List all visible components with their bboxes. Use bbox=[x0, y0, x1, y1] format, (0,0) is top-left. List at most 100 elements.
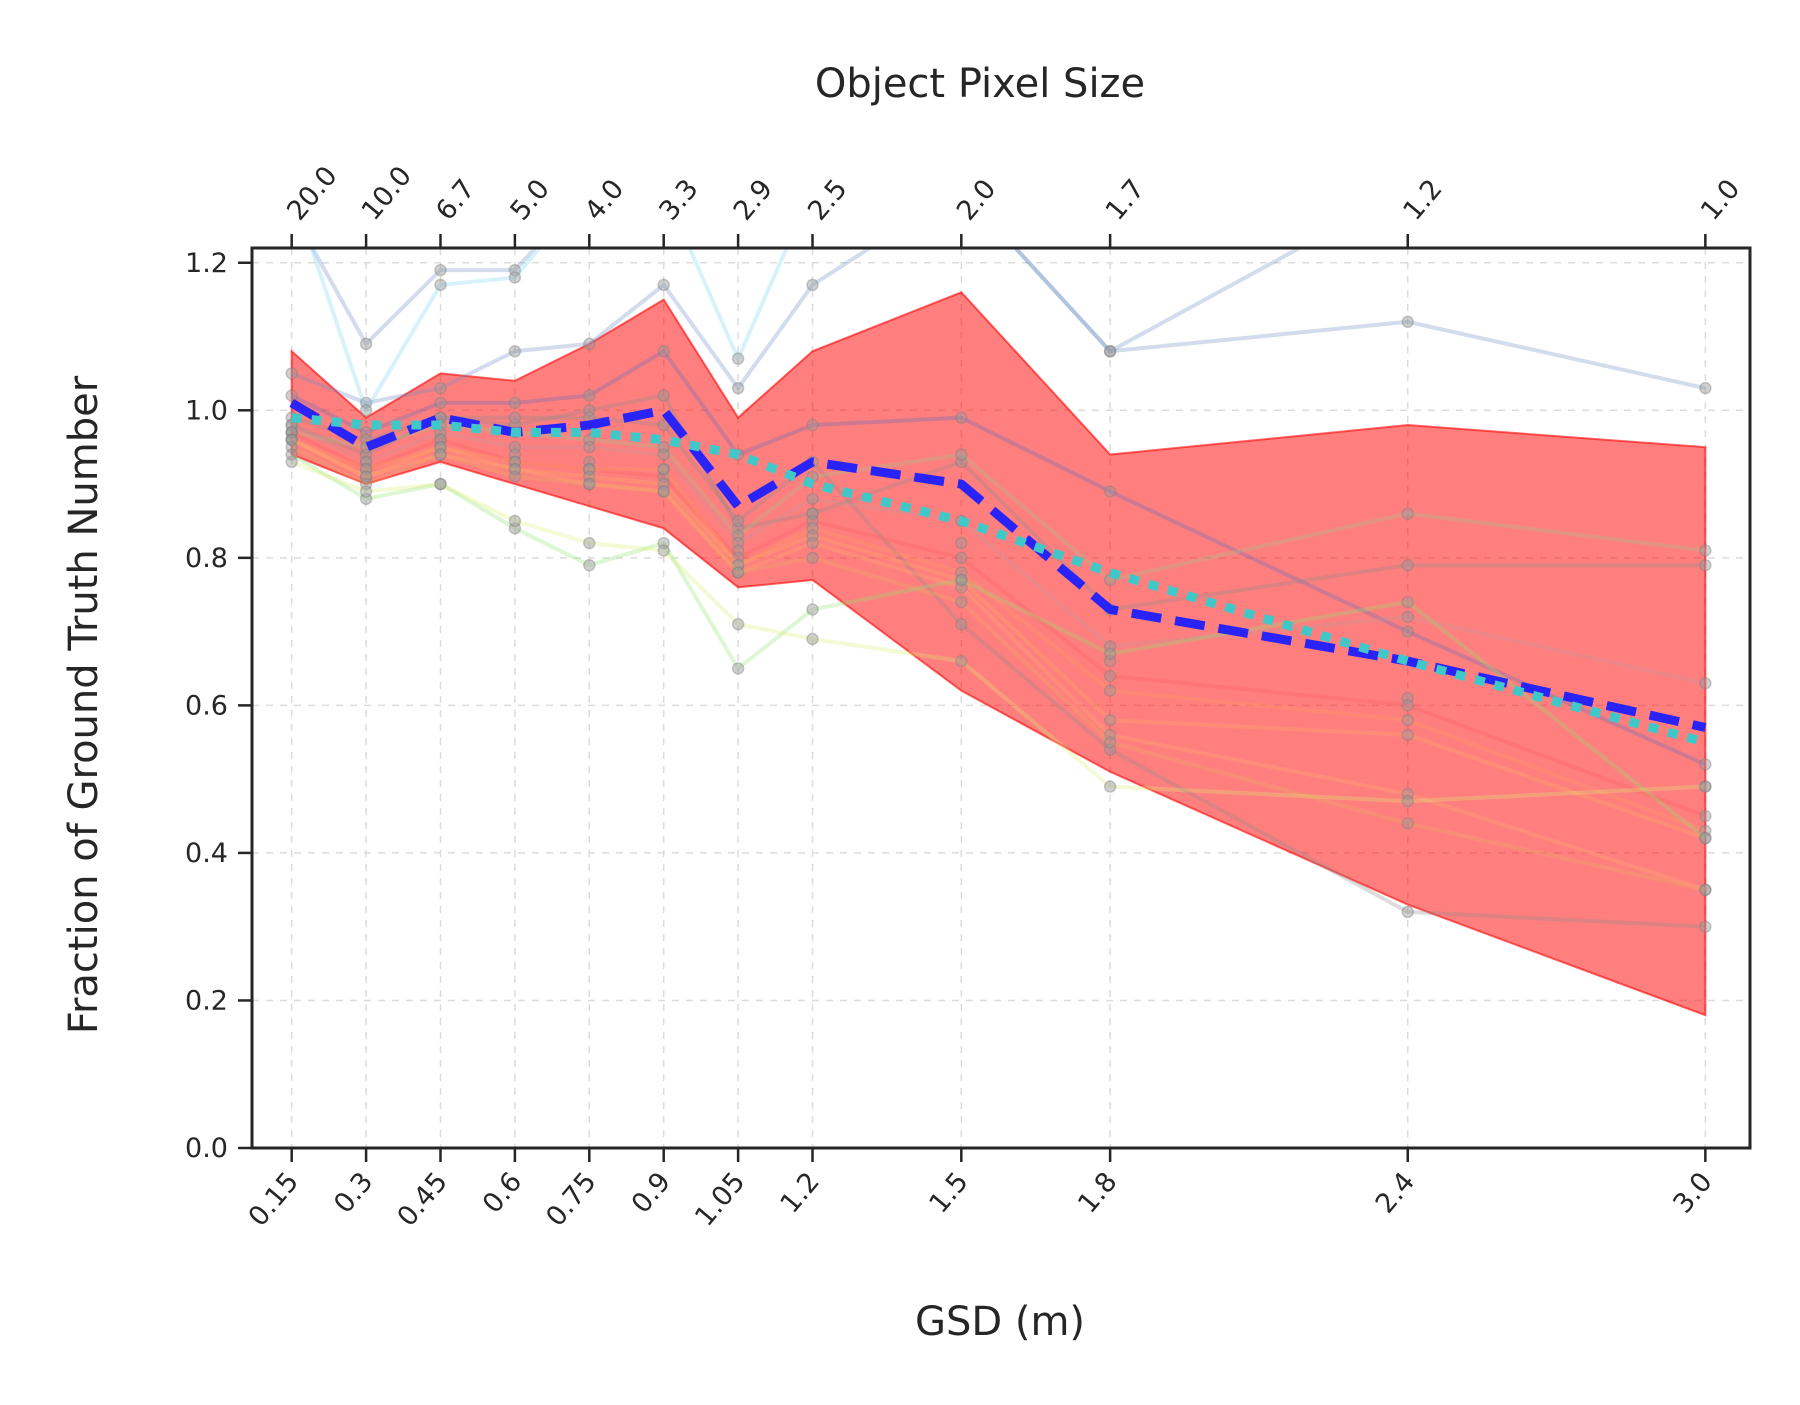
series-point-model-16 bbox=[359, 485, 373, 498]
series-point-model-14 bbox=[657, 485, 670, 498]
series-point-model-16 bbox=[657, 544, 670, 557]
series-point-model-04 bbox=[285, 389, 298, 402]
series-point-model-04 bbox=[359, 426, 373, 439]
series-point-model-15 bbox=[1103, 647, 1117, 660]
series-point-model-06 bbox=[508, 411, 522, 424]
series-point-model-12 bbox=[434, 440, 447, 454]
series-point-model-13 bbox=[1699, 883, 1712, 897]
series-line-model-13 bbox=[290, 438, 1706, 892]
series-point-model-13 bbox=[434, 448, 447, 461]
series-point-model-13 bbox=[1401, 787, 1414, 801]
series-point-model-02 bbox=[359, 396, 373, 410]
series-point-model-05 bbox=[806, 507, 819, 520]
series-point-model-05 bbox=[1401, 558, 1414, 572]
series-point-model-09 bbox=[1401, 691, 1414, 705]
series-point-model-15 bbox=[434, 477, 447, 491]
series-point-model-12 bbox=[955, 573, 968, 587]
series-line-model-08 bbox=[290, 423, 1706, 686]
series-line-model-07 bbox=[291, 423, 1706, 582]
series-point-model-07 bbox=[1401, 507, 1414, 520]
y-tick-label: 1.2 bbox=[185, 248, 228, 279]
series-point-model-01 bbox=[1699, 381, 1712, 395]
series-point-model-11 bbox=[583, 463, 596, 476]
series-point-model-04 bbox=[434, 396, 447, 410]
series-point-model-14 bbox=[806, 551, 819, 565]
series-point-model-06 bbox=[657, 418, 670, 432]
series-point-model-15 bbox=[1401, 595, 1414, 609]
series-point-model-06 bbox=[955, 617, 968, 631]
series-point-model-04 bbox=[806, 418, 819, 432]
series-point-model-09 bbox=[285, 426, 298, 439]
series-point-model-10 bbox=[1103, 669, 1117, 683]
series-point-model-15 bbox=[583, 558, 596, 572]
series-point-model-09 bbox=[583, 455, 596, 469]
series-point-model-15 bbox=[285, 448, 298, 461]
series-point-model-07 bbox=[285, 426, 298, 439]
series-point-model-05 bbox=[731, 522, 745, 535]
series-point-model-12 bbox=[285, 433, 298, 447]
series-point-model-08 bbox=[657, 448, 670, 461]
series-point-model-02 bbox=[657, 278, 670, 292]
series-point-model-03 bbox=[508, 271, 522, 284]
series-point-model-11 bbox=[806, 522, 819, 535]
series-point-model-08 bbox=[583, 440, 596, 454]
series-point-model-09 bbox=[657, 463, 670, 476]
series-point-model-16 bbox=[583, 536, 596, 550]
series-line-model-16 bbox=[290, 460, 1706, 804]
series-point-model-15 bbox=[955, 573, 968, 587]
series-point-model-12 bbox=[508, 463, 522, 476]
series-point-model-05 bbox=[583, 404, 596, 417]
series-point-model-11 bbox=[1103, 684, 1117, 697]
series-point-model-01 bbox=[434, 263, 447, 277]
series-point-model-13 bbox=[731, 566, 745, 579]
y-tick-label: 0.0 bbox=[185, 1133, 228, 1164]
series-point-model-07 bbox=[731, 529, 745, 542]
series-point-model-03 bbox=[359, 404, 373, 417]
series-point-model-08 bbox=[359, 455, 373, 469]
series-point-model-15 bbox=[806, 603, 819, 616]
series-point-model-13 bbox=[359, 470, 373, 483]
top-axis-title: Object Pixel Size bbox=[815, 61, 1145, 107]
series-point-model-12 bbox=[1699, 831, 1712, 845]
series-point-model-13 bbox=[657, 485, 670, 498]
series-point-model-06 bbox=[1699, 920, 1712, 933]
series-point-model-11 bbox=[508, 455, 522, 469]
series-point-model-16 bbox=[285, 455, 298, 469]
series-point-model-04 bbox=[1103, 485, 1117, 498]
series-point-model-13 bbox=[955, 581, 968, 594]
series-point-model-16 bbox=[955, 654, 968, 668]
series-point-model-11 bbox=[1699, 824, 1712, 838]
series-point-model-02 bbox=[508, 345, 522, 358]
series-point-model-14 bbox=[359, 477, 373, 491]
series-point-model-03 bbox=[731, 352, 745, 365]
series-point-model-12 bbox=[806, 529, 819, 542]
series-point-model-14 bbox=[434, 448, 447, 461]
series-point-model-05 bbox=[955, 455, 968, 469]
summary-series-group bbox=[289, 399, 1707, 747]
series-line-model-01 bbox=[310, 248, 1706, 391]
series-point-model-06 bbox=[1401, 905, 1414, 919]
series-point-model-01 bbox=[1401, 315, 1414, 329]
series-point-model-16 bbox=[1699, 780, 1712, 793]
series-point-model-12 bbox=[583, 470, 596, 483]
series-point-model-06 bbox=[359, 448, 373, 461]
y-tick-label: 0.2 bbox=[185, 985, 228, 1016]
series-point-model-16 bbox=[1103, 780, 1117, 793]
series-point-model-09 bbox=[508, 448, 522, 461]
series-point-model-08 bbox=[1103, 640, 1117, 653]
series-point-model-03 bbox=[434, 278, 447, 292]
series-point-model-11 bbox=[657, 463, 670, 476]
series-point-model-05 bbox=[657, 389, 670, 402]
y-tick-label: 0.8 bbox=[185, 543, 228, 574]
series-point-model-11 bbox=[955, 566, 968, 579]
series-point-model-14 bbox=[1401, 817, 1414, 830]
series-point-model-16 bbox=[508, 514, 522, 528]
plot-area bbox=[285, 248, 1712, 1017]
series-point-model-01 bbox=[359, 337, 373, 351]
series-point-model-02 bbox=[731, 381, 745, 395]
y-tick-label: 0.6 bbox=[185, 690, 228, 721]
series-point-model-12 bbox=[1103, 713, 1117, 727]
series-point-model-13 bbox=[508, 463, 522, 476]
